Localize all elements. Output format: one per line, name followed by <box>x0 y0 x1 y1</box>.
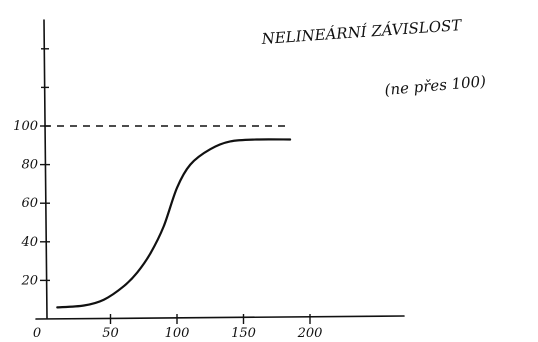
data-series <box>56 138 292 309</box>
series-line <box>56 138 292 309</box>
y-tick-label: 80 <box>21 158 38 173</box>
chart-subtitle: (ne přes 100) <box>384 72 487 99</box>
x-tick-label: 200 <box>297 326 323 341</box>
x-tick-label: 0 <box>33 326 41 341</box>
axis-ticks: 20 40 60 80 100 0 50 100 150 200 <box>13 48 323 341</box>
x-tick-label: 100 <box>165 326 190 341</box>
y-axis <box>43 19 48 319</box>
x-tick-label: 50 <box>102 326 119 341</box>
x-tick-label: 150 <box>231 326 256 341</box>
y-tick-label: 40 <box>20 235 38 250</box>
y-tick-label: 20 <box>20 273 38 288</box>
y-tick-label: 100 <box>13 119 38 134</box>
x-axis <box>35 315 405 320</box>
chart-title: NELINEÁRNÍ ZÁVISLOST <box>260 16 463 48</box>
y-tick-label: 60 <box>21 196 38 211</box>
